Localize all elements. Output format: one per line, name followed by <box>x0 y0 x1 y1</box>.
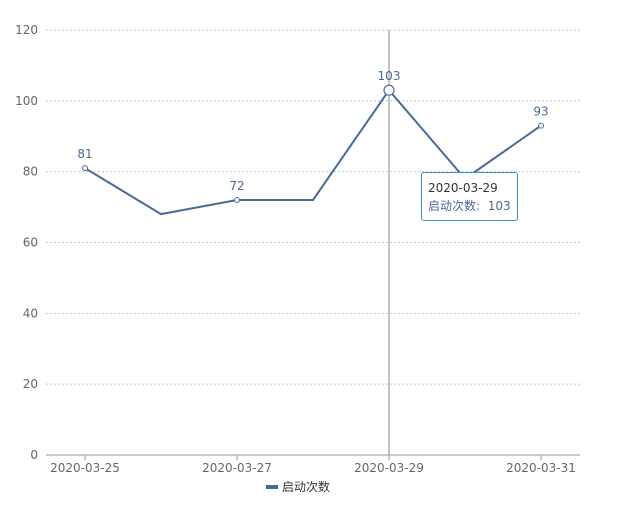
y-tick-label-100: 100 <box>15 94 38 108</box>
x-axis: 2020-03-25 2020-03-27 2020-03-29 2020-03-31 <box>46 454 580 475</box>
grid-lines <box>46 29 580 385</box>
y-tick-label-20: 20 <box>23 377 38 391</box>
legend-label: 启动次数 <box>282 479 330 494</box>
x-tick-label-2020-03-27: 2020-03-27 <box>202 461 272 475</box>
x-tick-label-2020-03-25: 2020-03-25 <box>50 461 120 475</box>
x-tick-label-2020-03-29: 2020-03-29 <box>354 461 424 475</box>
y-tick-label-120: 120 <box>15 23 38 37</box>
y-tick-label-80: 80 <box>23 165 38 179</box>
tooltip-series-label: 启动次数: <box>428 199 481 213</box>
x-tick-label-2020-03-31: 2020-03-31 <box>506 461 576 475</box>
data-label-2020-03-29: 103 <box>378 69 401 83</box>
data-label-2020-03-25: 81 <box>77 147 92 161</box>
tooltip-title: 2020-03-29 <box>428 181 498 195</box>
data-labels: 81 72 103 93 <box>77 69 548 193</box>
data-label-2020-03-31: 93 <box>533 105 548 119</box>
data-point-2020-03-31 <box>538 122 544 129</box>
data-point-2020-03-29 <box>383 84 395 96</box>
data-point-2020-03-27 <box>234 197 240 203</box>
data-point-2020-03-25 <box>82 165 88 172</box>
data-label-2020-03-27: 72 <box>229 179 244 193</box>
y-tick-label-40: 40 <box>23 306 38 320</box>
tooltip-row: 启动次数: 103 <box>428 197 511 215</box>
tooltip: 2020-03-29 启动次数: 103 <box>421 172 518 221</box>
legend[interactable]: 启动次数 <box>266 479 330 494</box>
y-tick-label-0: 0 <box>30 448 38 462</box>
y-axis: 0 20 40 60 80 100 120 <box>15 23 38 462</box>
tooltip-value: 103 <box>487 199 511 213</box>
y-tick-label-60: 60 <box>23 236 38 250</box>
